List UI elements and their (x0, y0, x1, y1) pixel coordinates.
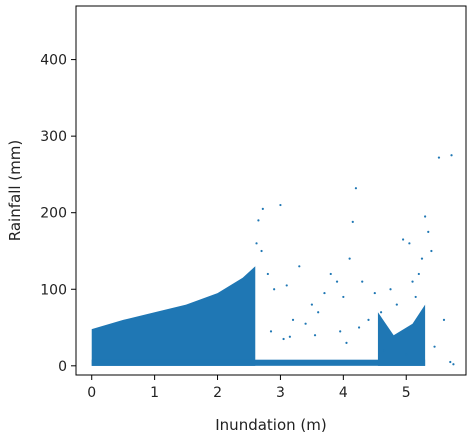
scatter-point (342, 295, 345, 299)
scatter-point (298, 265, 301, 268)
scatter-point (291, 318, 295, 321)
scatter-point (437, 156, 441, 159)
y-axis-label: Rainfall (mm) (6, 140, 24, 241)
plot-frame (75, 5, 467, 376)
scatter-point (373, 291, 376, 295)
scatter-point (354, 187, 358, 190)
scatter-point (395, 303, 398, 306)
x-axis-ticks: 0 1 2 3 4 5 (87, 375, 411, 401)
scatter-point (408, 242, 411, 245)
scatter-point (357, 326, 361, 329)
scatter-point (427, 230, 430, 233)
scatter-point (449, 360, 452, 364)
x-tick-label: 2 (213, 385, 222, 401)
x-tick-label: 1 (150, 385, 159, 401)
y-tick-label: 0 (58, 359, 67, 375)
scatter-point (335, 280, 339, 283)
scatter-point (417, 272, 420, 276)
scatter-point (273, 288, 276, 291)
scatter-point (313, 334, 317, 337)
scatter-point (433, 345, 436, 348)
scatter-point (329, 272, 332, 276)
scatter-point (257, 219, 260, 222)
scatter-point (405, 353, 408, 356)
x-tick-label: 0 (87, 385, 96, 401)
scatter-point (420, 257, 424, 260)
x-tick-label: 3 (276, 385, 285, 401)
y-tick-label: 400 (40, 53, 67, 69)
y-tick-label: 300 (40, 129, 67, 145)
scatter-point (383, 349, 386, 352)
scatter-point (323, 291, 326, 295)
scatter-point (304, 322, 307, 325)
secondary-point-cloud (377, 304, 426, 366)
dense-point-cloud (91, 266, 256, 366)
scatter-point (424, 215, 427, 218)
scatter-point (255, 242, 258, 245)
scatter-point (379, 311, 383, 314)
scatter-point (310, 303, 313, 306)
scatter-point (450, 154, 453, 157)
scatter-point (261, 207, 264, 210)
scatter-point (430, 249, 433, 253)
scatter-point (285, 284, 288, 287)
scatter-point (361, 280, 364, 283)
scatter-point (348, 257, 351, 260)
scatter-point (345, 341, 348, 344)
scatter-point (442, 318, 446, 321)
x-axis-label: Inundation (m) (215, 416, 326, 434)
scatter-point (389, 288, 392, 291)
scatter-point (339, 330, 342, 333)
plot-area (91, 154, 455, 366)
scatter-point (288, 335, 291, 338)
x-tick-label: 4 (339, 385, 348, 401)
y-tick-label: 100 (40, 282, 67, 298)
scatter-point (401, 238, 405, 241)
scatter-point (282, 337, 285, 341)
scatter-point (269, 330, 273, 333)
scatter-point (260, 249, 263, 253)
y-tick-label: 200 (40, 206, 67, 222)
scatter-point (351, 220, 354, 223)
scatter-point (414, 295, 417, 299)
scatter-point (367, 318, 370, 321)
scatter-point (266, 272, 269, 276)
low-rainfall-band (91, 359, 426, 366)
scatter-point (317, 311, 320, 314)
scatter-point (279, 203, 282, 207)
x-tick-label: 5 (402, 385, 411, 401)
scatter-point (411, 280, 414, 283)
y-axis-ticks: 0 100 200 300 400 (40, 53, 76, 375)
scatter-point (452, 363, 455, 366)
